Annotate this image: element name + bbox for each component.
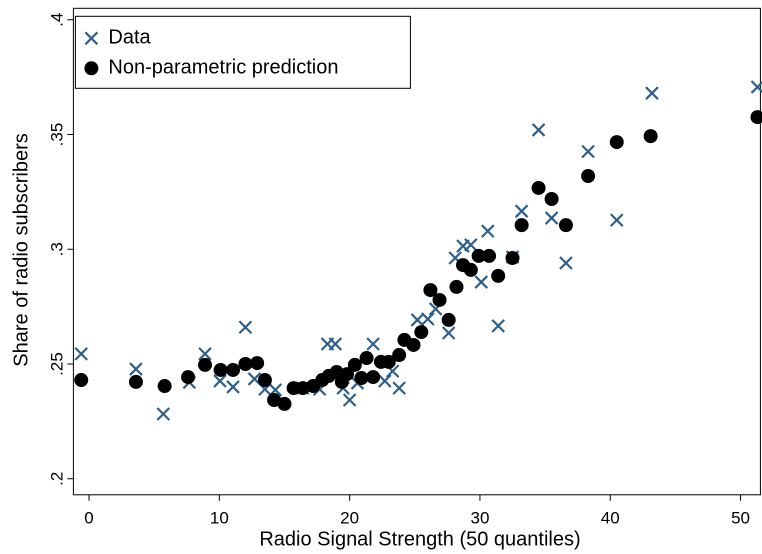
prediction-point (392, 348, 407, 363)
data-point (247, 372, 262, 386)
prediction-point (750, 110, 762, 125)
prediction-point (544, 191, 559, 206)
prediction-point (463, 262, 478, 277)
prediction-point (366, 370, 381, 385)
data-point (328, 337, 343, 351)
prediction-point (198, 357, 213, 372)
legend-marker (84, 31, 99, 46)
data-point (491, 319, 505, 333)
data-point (129, 362, 143, 376)
prediction-point (277, 396, 292, 411)
data-point (198, 347, 212, 361)
y-tick-label: .2 (47, 472, 66, 486)
prediction-point (471, 248, 486, 263)
data-point (213, 374, 227, 388)
data-point (531, 123, 546, 137)
prediction-point (226, 362, 241, 377)
prediction-point (609, 135, 624, 150)
prediction-point (531, 180, 546, 195)
data-point (559, 256, 573, 270)
prediction-point (491, 268, 506, 283)
y-tick-label: .4 (47, 13, 66, 27)
data-point (609, 213, 624, 227)
legend-marker (84, 61, 99, 76)
data-point (74, 347, 88, 361)
data-point (480, 224, 495, 238)
prediction-point (74, 373, 89, 388)
prediction-point (295, 381, 310, 396)
data-point (544, 211, 559, 225)
x-tick-label: 20 (340, 508, 359, 527)
prediction-point (347, 357, 362, 372)
prediction-point (432, 292, 447, 307)
prediction-point (441, 312, 456, 327)
prediction-point (643, 129, 658, 144)
plot-frame (72, 7, 761, 496)
prediction-point (406, 337, 421, 352)
prediction-point (128, 374, 143, 389)
x-tick-label: 0 (84, 508, 93, 527)
prediction-point (381, 354, 396, 369)
y-axis-label: Share of radio subscribers (10, 133, 32, 366)
data-point (464, 238, 478, 252)
x-tick-label: 40 (601, 508, 620, 527)
data-point (366, 337, 380, 351)
x-tick-label: 10 (210, 508, 229, 527)
legend-label: Non-parametric prediction (108, 57, 338, 79)
x-tick-label: 50 (731, 508, 750, 527)
data-point (392, 381, 406, 395)
prediction-point (482, 248, 497, 263)
data-point (514, 204, 529, 218)
prediction-point (514, 218, 529, 233)
data-point (342, 393, 357, 407)
prediction-point (250, 356, 265, 371)
prediction-point (359, 351, 374, 366)
prediction-point (558, 218, 573, 233)
data-point (378, 374, 392, 388)
data-point (474, 275, 489, 289)
data-point (421, 312, 435, 326)
data-point (750, 80, 762, 94)
prediction-point (340, 367, 355, 382)
data-point (226, 380, 240, 394)
prediction-point (414, 325, 429, 340)
y-tick-label: .35 (47, 123, 66, 147)
prediction-point (581, 169, 596, 184)
prediction-point (238, 356, 253, 371)
prediction-point (257, 373, 272, 388)
y-tick-label: .25 (47, 352, 66, 376)
data-point (156, 407, 171, 421)
prediction-point (181, 370, 196, 385)
prediction-point (505, 250, 520, 265)
data-point (581, 144, 595, 159)
data-point (645, 86, 659, 100)
prediction-point (449, 279, 464, 294)
prediction-point (423, 283, 438, 298)
prediction-point (213, 362, 228, 377)
data-point (238, 320, 253, 335)
x-axis-label: Radio Signal Strength (50 quantiles) (259, 528, 580, 550)
legend-label: Data (108, 27, 151, 49)
prediction-point (157, 379, 172, 394)
data-point (441, 326, 456, 340)
x-tick-label: 30 (470, 508, 489, 527)
y-tick-label: .3 (47, 242, 66, 256)
legend-box (74, 15, 411, 89)
prediction-point (354, 370, 369, 385)
